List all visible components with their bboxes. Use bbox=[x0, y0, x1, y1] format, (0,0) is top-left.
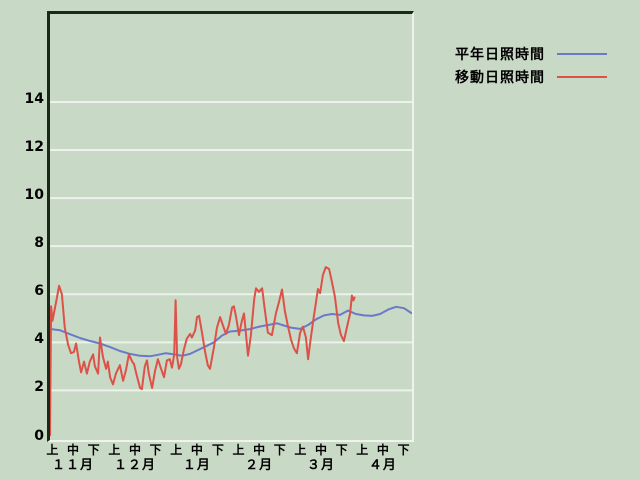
y-axis-label-4: 4 bbox=[34, 331, 44, 348]
y-axis-label-6: 6 bbox=[34, 283, 44, 300]
x-period-label-3: 上 bbox=[108, 443, 121, 457]
series-line-moving-sunshine bbox=[50, 266, 356, 437]
y-axis-label-10: 10 bbox=[24, 187, 44, 204]
x-month-label-1: １２月 bbox=[113, 458, 156, 473]
x-period-label-7: 中 bbox=[190, 443, 203, 457]
x-period-label-13: 中 bbox=[315, 443, 328, 457]
y-axis-label-14: 14 bbox=[24, 90, 44, 107]
x-period-label-4: 中 bbox=[128, 443, 141, 457]
y-axis-label-0: 0 bbox=[34, 427, 44, 444]
legend-label-0: 平年日照時間 bbox=[455, 46, 545, 63]
x-period-label-1: 中 bbox=[67, 443, 80, 457]
x-month-label-3: ２月 bbox=[245, 458, 274, 473]
x-axis-month-labels: １１月 １２月 １月 ２月 ３月 ４月 bbox=[47, 458, 417, 478]
legend-item-0: 平年日照時間 bbox=[455, 42, 625, 65]
x-axis-period-labels: 上中下上中下上中下上中下上中下上中下 bbox=[46, 443, 417, 463]
legend: 平年日照時間 移動日照時間 bbox=[455, 42, 625, 88]
x-period-label-6: 上 bbox=[170, 443, 183, 457]
legend-label-1: 移動日照時間 bbox=[455, 69, 545, 86]
x-period-label-5: 下 bbox=[149, 443, 162, 457]
x-period-label-9: 上 bbox=[232, 443, 245, 457]
x-period-label-12: 上 bbox=[294, 443, 307, 457]
x-period-label-16: 中 bbox=[376, 443, 389, 457]
x-period-label-17: 下 bbox=[397, 443, 410, 457]
y-axis-label-2: 2 bbox=[34, 379, 44, 396]
legend-item-1: 移動日照時間 bbox=[455, 65, 625, 88]
x-month-label-0: １１月 bbox=[52, 458, 95, 473]
x-period-label-10: 中 bbox=[253, 443, 266, 457]
legend-line-swatch-1 bbox=[557, 75, 607, 78]
x-month-label-2: １月 bbox=[182, 458, 211, 473]
plot-area bbox=[47, 11, 414, 442]
x-period-label-14: 下 bbox=[335, 443, 348, 457]
y-axis-label-8: 8 bbox=[34, 235, 44, 252]
x-month-label-4: ３月 bbox=[307, 458, 336, 473]
legend-line-swatch-0 bbox=[557, 52, 607, 55]
x-period-label-15: 上 bbox=[356, 443, 369, 457]
x-period-label-0: 上 bbox=[46, 443, 59, 457]
x-period-label-8: 下 bbox=[211, 443, 224, 457]
y-axis-labels: 0 2 4 6 8 10 12 14 bbox=[14, 0, 44, 480]
x-period-label-2: 下 bbox=[87, 443, 100, 457]
y-axis-label-12: 12 bbox=[24, 139, 44, 156]
x-period-label-11: 下 bbox=[273, 443, 286, 457]
x-month-label-5: ４月 bbox=[368, 458, 397, 473]
chart-svg bbox=[50, 100, 412, 437]
